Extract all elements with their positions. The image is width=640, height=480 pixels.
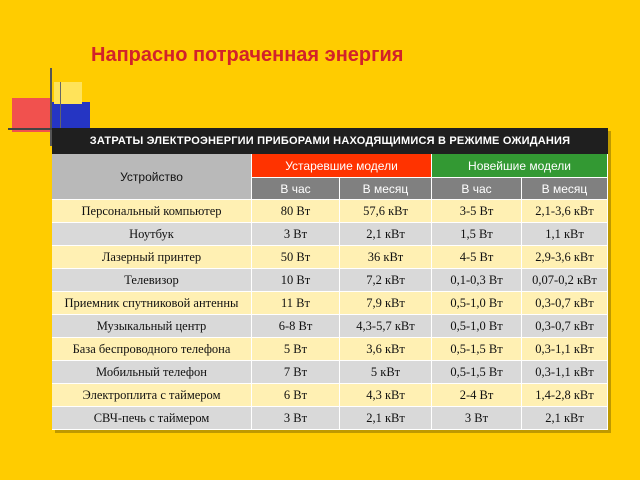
device-name-cell: Мобильный телефон [52,361,252,384]
table-cell: 1,5 Вт [432,223,522,246]
decor-yellow-square [54,82,82,104]
table-cell: 57,6 кВт [340,200,432,223]
sub-header-0: В час [252,178,340,200]
decor-vertical-line [50,68,52,146]
decor-horizontal-line [8,128,92,130]
new-models-header: Новейшие модели [432,154,608,178]
device-column-header: Устройство [52,154,252,200]
table-cell: 2,1-3,6 кВт [522,200,608,223]
table-cell: 0,3-1,1 кВт [522,361,608,384]
table-cell: 0,5-1,5 Вт [432,361,522,384]
old-models-header: Устаревшие модели [252,154,432,178]
table-cell: 7,9 кВт [340,292,432,315]
table-cell: 3-5 Вт [432,200,522,223]
table-cell: 6 Вт [252,384,340,407]
table-cell: 0,3-1,1 кВт [522,338,608,361]
device-name-cell: Музыкальный центр [52,315,252,338]
table-cell: 11 Вт [252,292,340,315]
table-cell: 0,3-0,7 кВт [522,315,608,338]
device-name-cell: Лазерный принтер [52,246,252,269]
table-cell: 2,9-3,6 кВт [522,246,608,269]
device-name-cell: Приемник спутниковой антенны [52,292,252,315]
device-name-cell: Персональный компьютер [52,200,252,223]
energy-table: ЗАТРАТЫ ЭЛЕКТРОЭНЕРГИИ ПРИБОРАМИ НАХОДЯЩ… [52,128,608,430]
sub-header-3: В месяц [522,178,608,200]
device-name-cell: База беспроводного телефона [52,338,252,361]
table-cell: 3 Вт [252,223,340,246]
sub-header-2: В час [432,178,522,200]
table-cell: 0,5-1,0 Вт [432,292,522,315]
table-cell: 0,1-0,3 Вт [432,269,522,292]
device-name-cell: СВЧ-печь с таймером [52,407,252,430]
table-cell: 6-8 Вт [252,315,340,338]
table-cell: 2,1 кВт [522,407,608,430]
table-cell: 2,1 кВт [340,407,432,430]
table-cell: 50 Вт [252,246,340,269]
table-cell: 3,6 кВт [340,338,432,361]
device-name-cell: Телевизор [52,269,252,292]
table-cell: 1,4-2,8 кВт [522,384,608,407]
table-cell: 10 Вт [252,269,340,292]
table-cell: 3 Вт [432,407,522,430]
table-cell: 5 Вт [252,338,340,361]
table-cell: 80 Вт [252,200,340,223]
page-title: Напрасно потраченная энергия [91,44,404,66]
table-cell: 4,3-5,7 кВт [340,315,432,338]
table-cell: 2-4 Вт [432,384,522,407]
decor-vertical-line-thin [60,82,61,146]
decor-red-square [12,98,50,132]
table-cell: 0,5-1,0 Вт [432,315,522,338]
table-cell: 0,5-1,5 Вт [432,338,522,361]
table-cell: 4-5 Вт [432,246,522,269]
table-cell: 0,07-0,2 кВт [522,269,608,292]
table-cell: 3 Вт [252,407,340,430]
table-banner: ЗАТРАТЫ ЭЛЕКТРОЭНЕРГИИ ПРИБОРАМИ НАХОДЯЩ… [52,128,608,154]
table-cell: 1,1 кВт [522,223,608,246]
table-cell: 0,3-0,7 кВт [522,292,608,315]
table-cell: 4,3 кВт [340,384,432,407]
sub-header-1: В месяц [340,178,432,200]
table-cell: 7 Вт [252,361,340,384]
device-name-cell: Электроплита с таймером [52,384,252,407]
table-cell: 2,1 кВт [340,223,432,246]
table-cell: 5 кВт [340,361,432,384]
table-cell: 7,2 кВт [340,269,432,292]
device-name-cell: Ноутбук [52,223,252,246]
table-cell: 36 кВт [340,246,432,269]
